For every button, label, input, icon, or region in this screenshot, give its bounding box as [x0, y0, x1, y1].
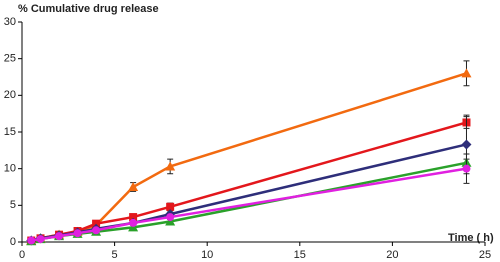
marker: [128, 182, 139, 191]
marker: [73, 229, 82, 238]
marker: [461, 68, 472, 78]
marker: [166, 213, 175, 222]
marker: [27, 236, 36, 245]
x-tick-label: 10: [201, 249, 213, 261]
x-tick-label: 0: [19, 249, 25, 261]
marker: [36, 235, 45, 244]
y-tick-label: 20: [4, 89, 16, 101]
y-axis-label: % Cumulative drug release: [18, 3, 159, 15]
x-tick-label: 5: [112, 249, 118, 261]
x-axis-label: Time ( h): [448, 232, 494, 244]
y-tick-label: 10: [4, 163, 16, 175]
marker: [129, 218, 138, 227]
x-tick-label: 20: [386, 249, 398, 261]
y-tick-label: 5: [10, 199, 16, 211]
series-line: [30, 72, 467, 242]
marker: [92, 226, 101, 235]
marker: [92, 219, 101, 228]
y-tick-label: 15: [4, 126, 16, 138]
marker: [462, 164, 471, 173]
y-tick-label: 0: [10, 236, 16, 248]
x-tick-label: 25: [479, 249, 491, 261]
marker: [166, 202, 175, 211]
marker: [55, 232, 64, 241]
y-tick-label: 25: [4, 53, 16, 65]
x-tick-label: 15: [294, 249, 306, 261]
marker: [165, 161, 176, 171]
y-tick-label: 30: [4, 16, 16, 28]
marker: [461, 139, 472, 150]
marker: [129, 213, 138, 222]
